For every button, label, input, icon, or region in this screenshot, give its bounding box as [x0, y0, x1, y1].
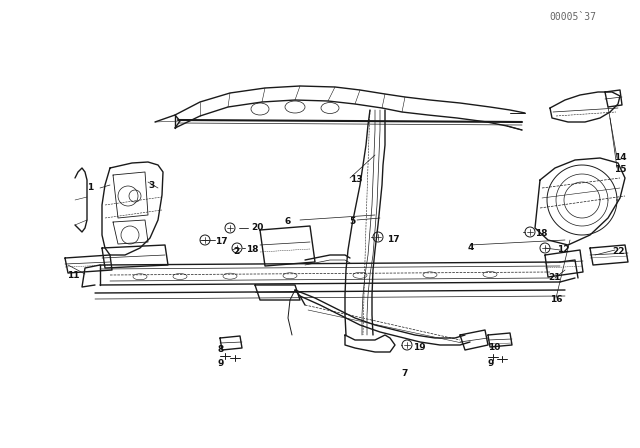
Text: 13: 13 [350, 176, 362, 185]
Text: 10: 10 [488, 344, 500, 353]
Text: 9: 9 [488, 358, 494, 367]
Text: 6: 6 [285, 217, 291, 227]
Text: 17: 17 [215, 237, 228, 246]
Text: 16: 16 [550, 294, 563, 303]
Text: 4: 4 [468, 242, 474, 251]
Text: 14: 14 [614, 154, 627, 163]
Text: 9: 9 [218, 358, 225, 367]
Text: 18: 18 [535, 228, 547, 237]
Text: 17: 17 [387, 234, 399, 244]
Text: 5: 5 [349, 217, 355, 227]
Text: 2: 2 [233, 247, 239, 257]
Text: 11: 11 [67, 271, 80, 280]
Text: 19: 19 [413, 344, 426, 353]
Text: 00005`37: 00005`37 [549, 12, 596, 22]
Text: 8: 8 [218, 345, 224, 354]
Text: 22: 22 [612, 246, 625, 255]
Text: 21: 21 [548, 273, 561, 283]
Text: 20: 20 [251, 224, 264, 233]
Text: 3: 3 [148, 181, 155, 190]
Text: 15: 15 [614, 165, 627, 175]
Text: 12: 12 [557, 246, 570, 254]
Text: 7: 7 [402, 369, 408, 378]
Text: 1: 1 [87, 184, 93, 193]
Text: 18: 18 [246, 245, 259, 254]
